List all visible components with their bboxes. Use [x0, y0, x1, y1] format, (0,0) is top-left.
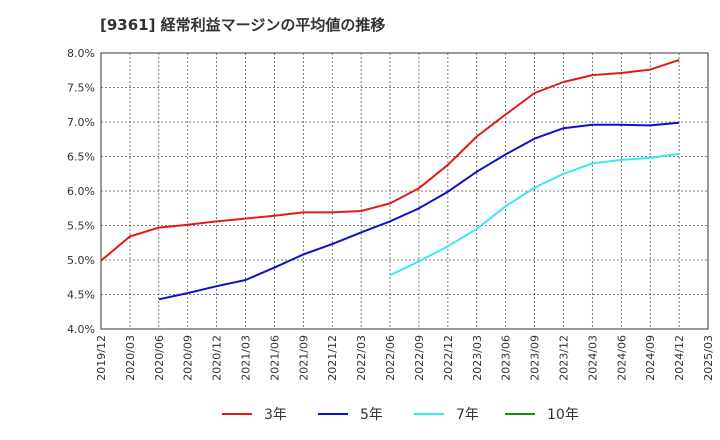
series-lines: [100, 58, 680, 301]
x-tick-label: 2020/06: [153, 335, 166, 381]
x-tick-label: 2024/12: [673, 335, 686, 381]
x-tick-label: 2024/03: [586, 335, 599, 381]
x-tick-label: 2019/12: [95, 335, 108, 381]
x-tick-label: 2022/09: [413, 335, 426, 381]
y-tick-label: 4.5%: [67, 289, 95, 302]
grid-lines: [101, 53, 708, 329]
plot-area: [100, 52, 709, 330]
x-tick-label: 2023/03: [471, 335, 484, 381]
legend-label: 7年: [456, 407, 479, 423]
x-tick-label: 2023/12: [557, 335, 570, 381]
x-tick-label: 2024/06: [615, 335, 628, 381]
x-tick-label: 2022/03: [355, 335, 368, 381]
y-tick-label: 7.5%: [67, 82, 95, 95]
x-tick-label: 2021/09: [297, 335, 310, 381]
series-line-5年: [158, 121, 680, 301]
y-axis-ticks: 4.0% 4.5% 5.0% 5.5% 6.0% 6.5% 7.0% 7.5% 8.0%: [67, 47, 95, 336]
legend-label: 3年: [264, 407, 287, 423]
series-line-7年: [389, 152, 680, 277]
x-tick-label: 2022/06: [384, 335, 397, 381]
series-line-3年: [100, 58, 680, 262]
y-tick-label: 8.0%: [67, 47, 95, 60]
chart-title: [9361] 経常利益マージンの平均値の推移: [100, 16, 386, 34]
x-tick-label: 2023/09: [529, 335, 542, 381]
legend-label: 5年: [360, 407, 383, 423]
x-axis-ticks: 2019/12 2020/03 2020/06 2020/09 2020/12 2021/…: [95, 335, 715, 381]
y-tick-label: 5.5%: [67, 220, 95, 233]
y-tick-label: 5.0%: [67, 254, 95, 267]
y-tick-label: 4.0%: [67, 323, 95, 336]
y-tick-label: 7.0%: [67, 116, 95, 129]
x-tick-label: 2020/03: [124, 335, 137, 381]
x-tick-label: 2022/12: [442, 335, 455, 381]
x-tick-label: 2023/06: [500, 335, 513, 381]
y-tick-label: 6.5%: [67, 151, 95, 164]
x-tick-label: 2021/12: [326, 335, 339, 381]
x-tick-label: 2021/03: [240, 335, 253, 381]
x-tick-label: 2021/06: [268, 335, 281, 381]
legend-label: 10年: [547, 407, 579, 423]
x-tick-label: 2020/12: [211, 335, 224, 381]
x-tick-label: 2024/09: [644, 335, 657, 381]
y-tick-label: 6.0%: [67, 185, 95, 198]
x-tick-label: 2020/09: [182, 335, 195, 381]
legend: 3年 5年 7年 10年: [222, 407, 579, 423]
x-tick-label: 2025/03: [702, 335, 715, 381]
